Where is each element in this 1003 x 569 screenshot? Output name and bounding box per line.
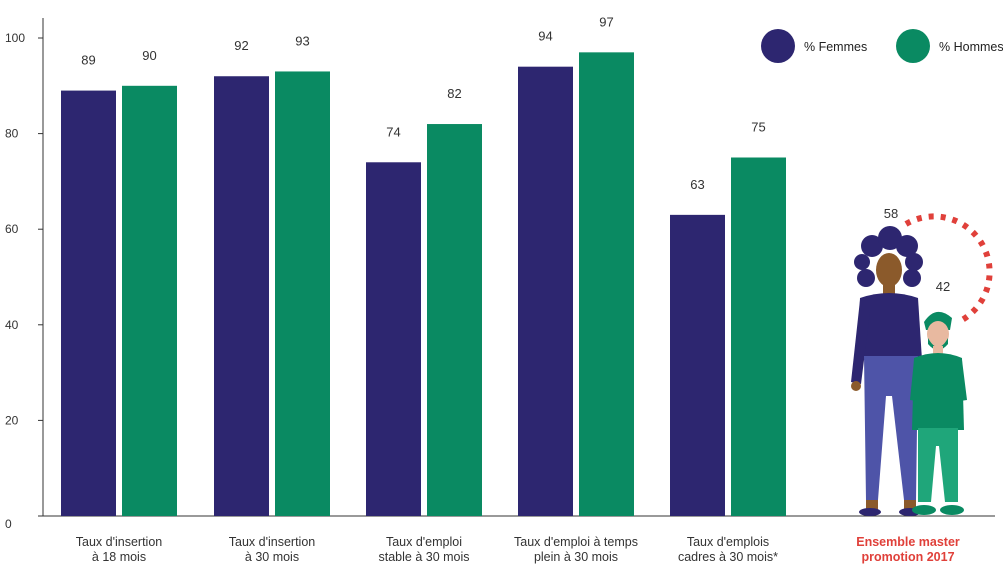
bar-femmes	[670, 214, 725, 517]
bar-femmes	[518, 66, 573, 517]
bar-value-label: 92	[234, 38, 248, 53]
bar-femmes	[366, 162, 421, 516]
category-label: Taux d'emploi	[386, 535, 462, 549]
category-label: Taux d'insertion	[76, 535, 163, 549]
summary-femmes-value: 58	[884, 206, 898, 221]
bar-hommes	[122, 85, 177, 517]
bars: 89 92 74 94 63 90 93 82 97 75	[61, 14, 786, 517]
y-tick-label: 60	[5, 222, 19, 236]
legend-swatch-femmes	[761, 29, 795, 63]
y-tick-label: 40	[5, 318, 19, 332]
bar-hommes	[579, 52, 634, 517]
category-label: Taux d'insertion	[229, 535, 316, 549]
bar-hommes	[731, 157, 786, 516]
woman-figure-icon	[851, 226, 923, 516]
summary-category-label: Ensemble master	[856, 535, 960, 549]
y-tick-label: 100	[5, 31, 25, 45]
category-label: cadres à 30 mois*	[678, 550, 778, 564]
bar-hommes	[427, 124, 482, 516]
category-label: Taux d'emploi à temps	[514, 535, 638, 549]
bar-value-label: 97	[599, 14, 613, 29]
bar-value-label: 89	[81, 53, 95, 68]
bar-value-label: 75	[751, 120, 765, 135]
bar-value-label: 74	[386, 124, 400, 139]
bar-value-label: 94	[538, 29, 552, 44]
bar-hommes	[275, 71, 330, 517]
y-tick-label: 80	[5, 127, 19, 141]
bar-value-label: 63	[690, 177, 704, 192]
summary-ring	[904, 213, 993, 323]
category-label: stable à 30 mois	[378, 550, 469, 564]
legend: % Femmes % Hommes	[761, 29, 1003, 63]
category-label: à 30 mois	[245, 550, 299, 564]
category-label: Taux d'emplois	[687, 535, 769, 549]
summary-illustration: 58 42	[851, 206, 993, 516]
bar-value-label: 82	[447, 86, 461, 101]
y-tick-label: 0	[5, 517, 12, 531]
legend-label-femmes: % Femmes	[804, 40, 867, 54]
y-tick-label: 20	[5, 413, 19, 427]
bar-femmes	[61, 90, 116, 516]
summary-hommes-value: 42	[936, 279, 950, 294]
y-ticks: 0 20 40 60 80 100	[5, 31, 43, 531]
legend-swatch-hommes	[896, 29, 930, 63]
category-label: à 18 mois	[92, 550, 146, 564]
bar-femmes	[214, 76, 269, 517]
bar-value-label: 90	[142, 48, 156, 63]
category-label: plein à 30 mois	[534, 550, 618, 564]
legend-label-hommes: % Hommes	[939, 40, 1003, 54]
man-figure-icon	[910, 311, 967, 515]
bar-value-label: 93	[295, 33, 309, 48]
summary-category-label: promotion 2017	[861, 550, 954, 564]
